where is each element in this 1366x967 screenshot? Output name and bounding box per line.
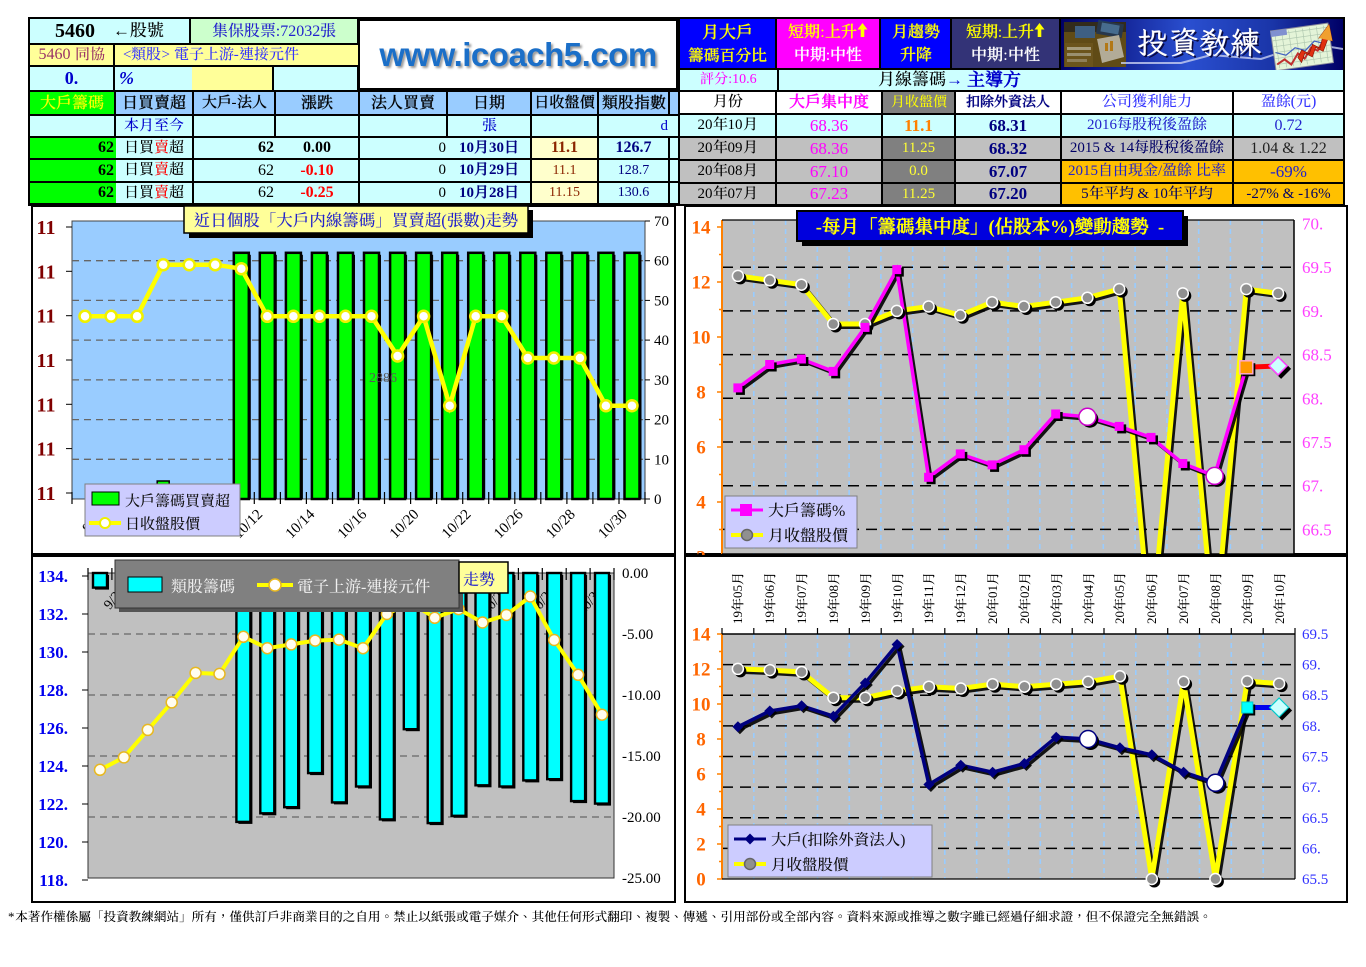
svg-text:66.: 66. — [1302, 841, 1321, 857]
svg-text:8: 8 — [696, 730, 706, 751]
svg-text:69.: 69. — [1302, 302, 1323, 321]
svg-text:128.: 128. — [38, 681, 68, 700]
svg-text:70.: 70. — [1302, 215, 1323, 234]
svg-text:-5.00: -5.00 — [622, 627, 653, 643]
svg-text:4: 4 — [696, 800, 706, 821]
svg-text:-: - — [816, 218, 822, 238]
svg-text:11: 11 — [37, 350, 56, 372]
svg-text:10: 10 — [692, 695, 711, 716]
svg-text:11: 11 — [37, 306, 56, 328]
svg-text:66.5: 66.5 — [1302, 520, 1332, 539]
svg-text:68.: 68. — [1302, 719, 1321, 735]
svg-text:6: 6 — [696, 438, 706, 459]
svg-text:-25.00: -25.00 — [622, 871, 661, 887]
svg-text:69.: 69. — [1302, 658, 1321, 674]
svg-text:11: 11 — [37, 439, 56, 461]
svg-text:11: 11 — [37, 261, 56, 283]
svg-text:11: 11 — [37, 483, 56, 505]
svg-text:14: 14 — [692, 625, 712, 646]
svg-text:67.5: 67.5 — [1302, 433, 1332, 452]
svg-text:(: ( — [802, 832, 807, 849]
svg-text:68.5: 68.5 — [1302, 346, 1332, 365]
svg-text:(: ( — [989, 218, 995, 238]
svg-text:20: 20 — [654, 413, 669, 429]
svg-text:-20.00: -20.00 — [622, 810, 661, 826]
svg-text:10: 10 — [654, 452, 669, 468]
svg-text:70: 70 — [654, 214, 669, 230]
svg-text:68.5: 68.5 — [1302, 688, 1328, 704]
svg-text:66.5: 66.5 — [1302, 811, 1328, 827]
svg-text:60: 60 — [654, 254, 669, 270]
svg-text:69.5: 69.5 — [1302, 627, 1328, 643]
svg-text:11: 11 — [37, 217, 56, 239]
svg-text:2886: 2886 — [369, 371, 397, 386]
svg-text:10: 10 — [692, 328, 711, 349]
svg-text:(: ( — [441, 211, 447, 230]
svg-text:6: 6 — [696, 765, 706, 786]
svg-text:-: - — [1149, 218, 1164, 238]
svg-text:-: - — [361, 579, 366, 596]
svg-text:): ) — [900, 832, 905, 849]
svg-text:134.: 134. — [38, 567, 68, 586]
svg-text:67.: 67. — [1302, 780, 1321, 796]
svg-text:%): %) — [1050, 218, 1075, 238]
svg-text:30: 30 — [654, 373, 669, 389]
svg-text:132.: 132. — [38, 605, 68, 624]
svg-text:-15.00: -15.00 — [622, 749, 661, 765]
svg-text:12: 12 — [692, 660, 711, 681]
svg-text:%: % — [832, 503, 845, 520]
svg-text:-10.00: -10.00 — [622, 688, 661, 704]
svg-text:65.5: 65.5 — [1302, 872, 1328, 888]
svg-text:68.: 68. — [1302, 389, 1323, 408]
svg-text:2: 2 — [696, 835, 706, 856]
svg-text:0: 0 — [696, 870, 706, 891]
svg-text:14: 14 — [692, 218, 712, 239]
svg-text:2: 2 — [696, 548, 706, 556]
svg-text:0.00: 0.00 — [622, 566, 648, 582]
svg-text:11: 11 — [37, 394, 56, 416]
svg-text:4: 4 — [696, 493, 706, 514]
svg-text:50: 50 — [654, 293, 669, 309]
svg-text:40: 40 — [654, 333, 669, 349]
svg-text:): ) — [480, 211, 486, 230]
svg-text:0: 0 — [654, 492, 662, 508]
svg-text:8: 8 — [696, 383, 706, 404]
svg-text:126.: 126. — [38, 719, 68, 738]
svg-text:67.5: 67.5 — [1302, 750, 1328, 766]
svg-text:67.: 67. — [1302, 477, 1323, 496]
svg-text:124.: 124. — [38, 757, 68, 776]
svg-text:130.: 130. — [38, 643, 68, 662]
svg-text:118.: 118. — [39, 871, 68, 890]
svg-text:12: 12 — [692, 273, 711, 294]
svg-text:122.: 122. — [38, 795, 68, 814]
svg-text:69.5: 69.5 — [1302, 258, 1332, 277]
svg-text:120.: 120. — [38, 833, 68, 852]
